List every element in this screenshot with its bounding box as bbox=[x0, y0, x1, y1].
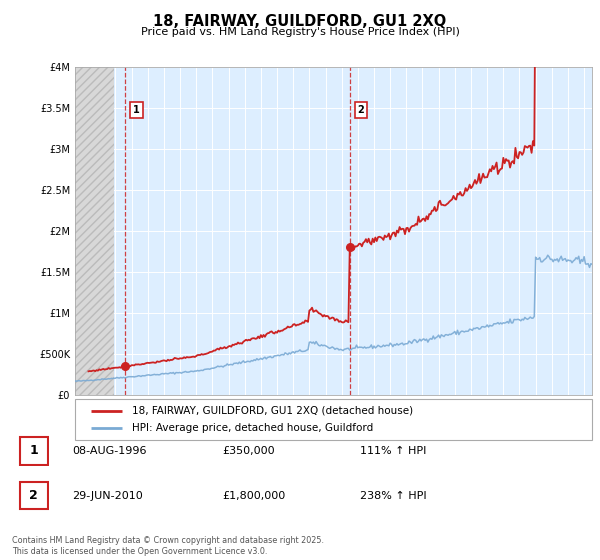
Bar bbox=[75, 67, 114, 395]
Text: 2: 2 bbox=[358, 105, 364, 115]
Text: 1: 1 bbox=[133, 105, 140, 115]
FancyBboxPatch shape bbox=[75, 399, 592, 440]
Text: 1: 1 bbox=[29, 444, 38, 458]
Text: Price paid vs. HM Land Registry's House Price Index (HPI): Price paid vs. HM Land Registry's House … bbox=[140, 27, 460, 37]
FancyBboxPatch shape bbox=[20, 437, 47, 465]
FancyBboxPatch shape bbox=[20, 482, 47, 510]
Text: 29-JUN-2010: 29-JUN-2010 bbox=[72, 491, 143, 501]
Text: Contains HM Land Registry data © Crown copyright and database right 2025.
This d: Contains HM Land Registry data © Crown c… bbox=[12, 536, 324, 556]
Text: 18, FAIRWAY, GUILDFORD, GU1 2XQ (detached house): 18, FAIRWAY, GUILDFORD, GU1 2XQ (detache… bbox=[132, 405, 413, 416]
Text: £350,000: £350,000 bbox=[222, 446, 275, 456]
Text: 08-AUG-1996: 08-AUG-1996 bbox=[72, 446, 146, 456]
Text: 18, FAIRWAY, GUILDFORD, GU1 2XQ: 18, FAIRWAY, GUILDFORD, GU1 2XQ bbox=[154, 14, 446, 29]
Text: £1,800,000: £1,800,000 bbox=[222, 491, 285, 501]
Text: 111% ↑ HPI: 111% ↑ HPI bbox=[360, 446, 427, 456]
Text: 2: 2 bbox=[29, 489, 38, 502]
Text: HPI: Average price, detached house, Guildford: HPI: Average price, detached house, Guil… bbox=[132, 423, 373, 433]
Text: 238% ↑ HPI: 238% ↑ HPI bbox=[360, 491, 427, 501]
